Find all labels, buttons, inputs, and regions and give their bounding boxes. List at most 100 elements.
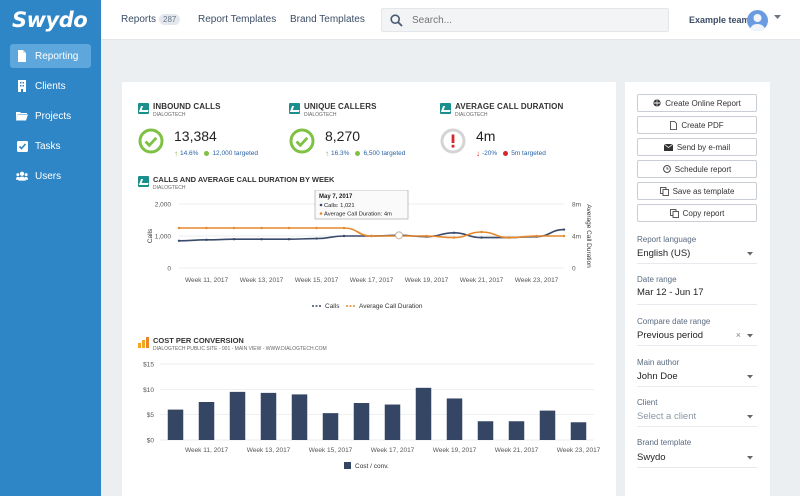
search-icon xyxy=(390,14,403,27)
create-online-report-button[interactable]: Create Online Report xyxy=(637,94,757,112)
bar xyxy=(508,421,525,440)
calls-point xyxy=(342,234,346,238)
create-pdf-button[interactable]: Create PDF xyxy=(637,116,757,134)
search-input[interactable] xyxy=(412,13,662,28)
bar xyxy=(353,403,370,440)
y-tick-label: 0 xyxy=(167,266,171,273)
sidebar-item-reporting[interactable]: Reporting xyxy=(10,44,91,68)
date-range-field[interactable]: Mar 12 - Jun 17 xyxy=(637,287,704,298)
bar-chart-header: COST PER CONVERSION DIALOGTECH PUBLIC SIT… xyxy=(138,336,327,352)
kpi-value: 8,270 xyxy=(325,128,361,144)
bar xyxy=(415,387,432,440)
kpi-value: 13,384 xyxy=(174,128,217,144)
dialogtech-logo-icon xyxy=(138,176,149,187)
sidebar-item-label: Projects xyxy=(35,110,72,122)
sidebar-item-label: Clients xyxy=(35,80,66,92)
file-icon xyxy=(16,50,28,62)
chevron-down-icon[interactable] xyxy=(774,15,781,20)
kpi-footer: ↑ 16.3% 6,500 targeted xyxy=(325,149,405,158)
target-dot-icon xyxy=(204,151,210,156)
kpi-footer: ↓ -20% 5m targeted xyxy=(476,149,546,158)
copy-report-button[interactable]: Copy report xyxy=(637,204,757,222)
pdf-icon xyxy=(670,120,678,130)
chevron-down-icon xyxy=(747,375,753,379)
duration-point xyxy=(205,226,208,230)
main-author-select[interactable]: John Doe xyxy=(637,371,757,382)
kpi-unique-callers[interactable]: UNIQUE CALLERS DIALOGTECH 8,270 ↑ 16.3% 6,… xyxy=(289,102,429,158)
checkbox-icon xyxy=(16,140,28,152)
bar xyxy=(446,398,463,440)
kpi-inbound-calls[interactable]: INBOUND CALLS DIALOGTECH 13,384 ↑ 14.6% 12… xyxy=(138,102,278,158)
tooltip-duration-dot xyxy=(319,212,323,215)
tab-report-templates[interactable]: Report Templates xyxy=(198,14,277,25)
kpi-title: AVERAGE CALL DURATION xyxy=(455,102,564,111)
dialogtech-logo-icon xyxy=(138,103,149,114)
compare-date-range-label: Compare date range xyxy=(637,317,711,326)
clear-icon[interactable]: × xyxy=(735,330,741,340)
duration-point xyxy=(562,234,566,238)
top-bar: Reports 287 Report Templates Brand Templa… xyxy=(101,0,800,40)
chevron-down-icon xyxy=(747,415,753,419)
button-label: Create PDF xyxy=(681,120,724,130)
kpi-title: UNIQUE CALLERS xyxy=(304,102,377,111)
folder-icon xyxy=(16,110,28,122)
y-axis-label: Calls xyxy=(147,228,154,243)
sidebar-item-users[interactable]: Users xyxy=(10,164,91,188)
tab-reports[interactable]: Reports 287 xyxy=(121,14,181,25)
y-tick-label: 1,000 xyxy=(155,234,172,241)
bar xyxy=(570,422,587,440)
bar xyxy=(539,410,556,440)
x-tick-label: Week 13, 2017 xyxy=(240,277,284,284)
client-select[interactable]: Select a client xyxy=(637,411,757,422)
x-tick-label: Week 11, 2017 xyxy=(185,447,229,454)
y-tick-label: $10 xyxy=(143,387,154,394)
sidebar-item-clients[interactable]: Clients xyxy=(10,74,91,98)
duration-point xyxy=(315,226,318,230)
avatar[interactable] xyxy=(747,10,768,31)
schedule-report-button[interactable]: Schedule report xyxy=(637,160,757,178)
bar xyxy=(322,413,339,440)
bar xyxy=(229,391,246,440)
report-canvas: INBOUND CALLS DIALOGTECH 13,384 ↑ 14.6% 12… xyxy=(122,82,616,496)
button-label: Copy report xyxy=(682,208,725,218)
duration-point xyxy=(287,226,291,230)
x-tick-label: Week 19, 2017 xyxy=(433,447,477,454)
x-tick-label: Week 21, 2017 xyxy=(460,277,504,284)
cost-per-conversion-bar-chart[interactable]: $0 $5 $10 $15 Week 11, 2017 Week 13, 2017 Week… xyxy=(122,356,616,476)
calls-point xyxy=(232,238,236,241)
report-language-select[interactable]: English (US) xyxy=(637,248,757,259)
sidebar-item-projects[interactable]: Projects xyxy=(10,104,91,128)
client-label: Client xyxy=(637,398,658,407)
calls-point xyxy=(315,237,318,240)
y-tick-label: $15 xyxy=(143,362,154,369)
x-tick-label: Week 21, 2017 xyxy=(495,447,539,454)
date-range-label: Date range xyxy=(637,275,677,284)
x-tick-label: Week 17, 2017 xyxy=(350,277,394,284)
sidebar-item-tasks[interactable]: Tasks xyxy=(10,134,91,158)
kpi-average-call-duration[interactable]: AVERAGE CALL DURATION DIALOGTECH 4m ↓ -20%… xyxy=(440,102,580,158)
calls-point xyxy=(480,236,483,239)
chevron-down-icon xyxy=(747,252,753,256)
calls-duration-line-chart[interactable]: 0 0 1,000 4m 2,000 8m Calls Average Call Durati… xyxy=(122,190,616,318)
calls-point xyxy=(260,238,263,241)
chart-source: DIALOGTECH PUBLIC SITE - 001 - MAIN VIEW… xyxy=(153,346,327,352)
bar xyxy=(384,404,401,440)
tab-label: Reports xyxy=(121,14,157,25)
legend-cost-label: Cost / conv. xyxy=(355,463,389,470)
chart-title: COST PER CONVERSION xyxy=(153,336,244,345)
select-value: Previous period xyxy=(637,330,704,341)
tab-brand-templates[interactable]: Brand Templates xyxy=(290,14,365,25)
copy-icon xyxy=(669,208,679,218)
clock-icon xyxy=(662,165,671,173)
bar-chart-logo-icon xyxy=(138,337,149,348)
select-value: English (US) xyxy=(637,248,691,259)
brand-template-select[interactable]: Swydo xyxy=(637,452,757,463)
save-as-template-button[interactable]: Save as template xyxy=(637,182,757,200)
compare-date-range-select[interactable]: Previous period × xyxy=(637,330,757,341)
brand-template-label: Brand template xyxy=(637,438,692,447)
select-value: Swydo xyxy=(637,452,666,463)
chart-source: DIALOGTECH xyxy=(153,185,186,191)
team-name[interactable]: Example team xyxy=(689,15,750,25)
send-by-email-button[interactable]: Send by e-mail xyxy=(637,138,757,156)
app-logo[interactable]: Swydo xyxy=(12,8,88,32)
